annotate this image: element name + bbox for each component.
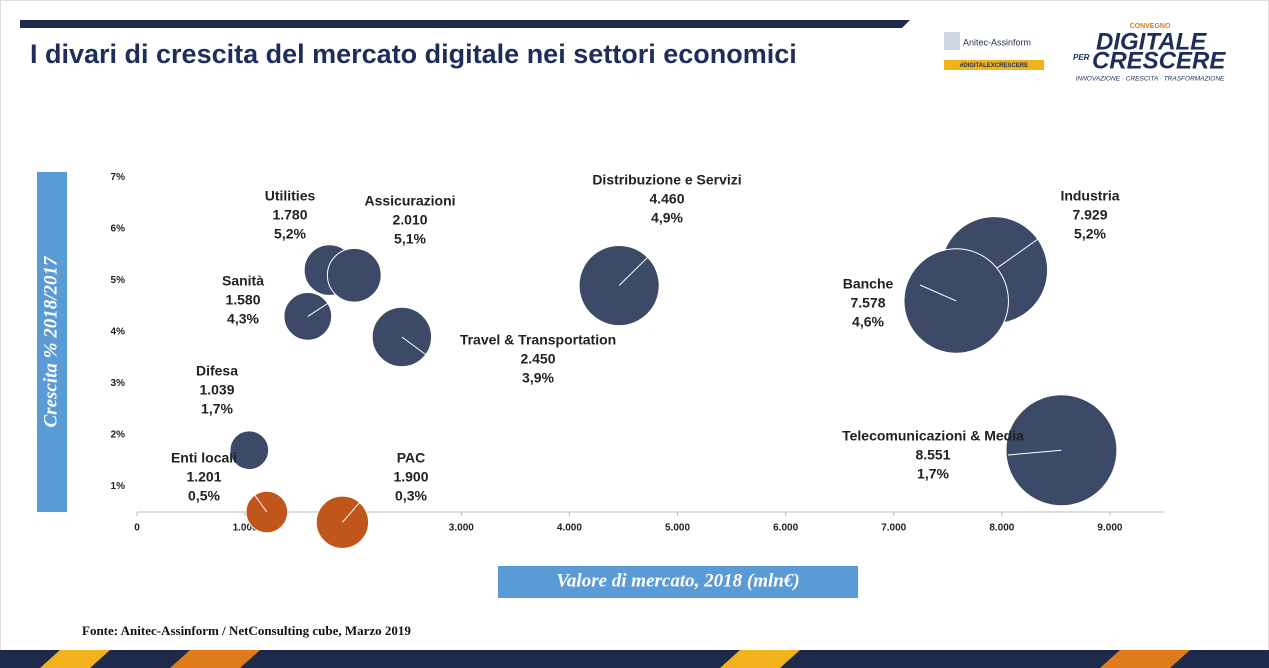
logo-line1: DIGITALE (1096, 28, 1207, 55)
bubble-x-label: 7.578 (850, 295, 885, 311)
bubble-x-label: 1.201 (186, 469, 221, 485)
bubble-name: Telecomunicazioni & Media (842, 428, 1024, 444)
bubble-name: Industria (1060, 188, 1119, 204)
leader-line (1007, 449, 1062, 456)
leader-line (618, 254, 651, 286)
bubble-value-label: 4,3% (227, 311, 259, 327)
bubble-x-label: 1.580 (225, 292, 260, 308)
logo-left: Anitec-Assinform (963, 37, 1031, 47)
y-tick-label: 7% (111, 172, 126, 183)
bubble-name: Banche (843, 276, 894, 292)
x-tick-label: 1.000 (233, 523, 258, 534)
banner-stripe (170, 650, 260, 668)
leader-line (919, 284, 957, 302)
bubble-value-label: 1,7% (917, 466, 949, 482)
logo-left-tag: #DIGITALEXCRESCERE (960, 63, 1028, 69)
banner-stripe (720, 650, 800, 668)
bubble-value-label: 3,9% (522, 370, 554, 386)
x-tick-label: 4.000 (557, 523, 582, 534)
leader-line (307, 297, 337, 317)
bubble (229, 430, 270, 471)
bubble-value-label: 5,2% (1074, 226, 1106, 242)
leader-line (342, 471, 387, 523)
x-tick-label: 7.000 (881, 523, 906, 534)
bubble-name: Enti locali (171, 450, 237, 466)
x-tick-label: 8.000 (989, 523, 1014, 534)
x-tick-label: 5.000 (665, 523, 690, 534)
logo-kicker: CONVEGNO (1130, 23, 1171, 30)
source: Fonte: Anitec-Assinform / NetConsulting … (82, 623, 411, 638)
y-tick-label: 3% (111, 378, 126, 389)
bubble-value-label: 4,6% (852, 314, 884, 330)
plot: 01.0002.0003.0004.0005.0006.0007.0008.00… (111, 172, 1164, 549)
logo-line2: CRESCERE (1092, 47, 1226, 74)
bubble-x-label: 2.010 (392, 212, 427, 228)
logo-tagline: INNOVAZIONE · CRESCITA · TRASFORMAZIONE (1076, 76, 1225, 83)
x-tick-label: 3.000 (449, 523, 474, 534)
top-bar (20, 20, 910, 28)
y-tick-label: 4% (111, 326, 126, 337)
bubble-name: Difesa (196, 363, 238, 379)
y-tick-label: 5% (111, 275, 126, 286)
bubble-value-label: 5,1% (394, 231, 426, 247)
x-tick-label: 9.000 (1097, 523, 1122, 534)
x-axis-label: Valore di mercato, 2018 (mln€) (556, 570, 799, 591)
x-tick-label: 6.000 (773, 523, 798, 534)
banner-stripe (40, 650, 110, 668)
bubble-x-label: 8.551 (915, 447, 950, 463)
bubble-value-label: 4,9% (651, 210, 683, 226)
bubble-x-label: 2.450 (520, 351, 555, 367)
x-label-box (498, 566, 858, 598)
bubble-x-label: 4.460 (649, 191, 684, 207)
bubble-x-label: 1.780 (272, 207, 307, 223)
bubble-value-label: 1,7% (201, 401, 233, 417)
y-tick-label: 2% (111, 429, 126, 440)
bubble-name: Distribuzione e Servizi (592, 172, 741, 188)
leader-line (401, 336, 441, 366)
bubble-x-label: 7.929 (1072, 207, 1107, 223)
x-tick-label: 0 (134, 523, 140, 534)
bubble-name: Travel & Transportation (460, 332, 616, 348)
leader-line (993, 221, 1063, 271)
y-label-box (37, 172, 67, 512)
bubble-value-label: 0,5% (188, 488, 220, 504)
y-axis-label: Crescita % 2018/2017 (40, 255, 61, 427)
logo-icon (944, 32, 960, 50)
bubble-x-label: 1.900 (393, 469, 428, 485)
bubble-name: Utilities (265, 188, 316, 204)
logo-tag-bg (944, 60, 1044, 70)
bubble-value-label: 0,3% (395, 488, 427, 504)
bubble (326, 247, 382, 303)
bubble (245, 490, 289, 534)
bubble-name: Sanità (222, 273, 264, 289)
y-tick-label: 6% (111, 224, 126, 235)
bubble-value-label: 5,2% (274, 226, 306, 242)
bottom-banner (0, 650, 1269, 668)
bubble-name: Assicurazioni (364, 193, 455, 209)
bubble-x-label: 1.039 (199, 382, 234, 398)
leader-line (237, 471, 268, 513)
slide-title: I divari di crescita del mercato digital… (30, 39, 797, 69)
banner-stripe (1100, 650, 1190, 668)
logo-per: PER (1073, 53, 1090, 62)
y-tick-label: 1% (111, 481, 126, 492)
bubble-name: PAC (397, 450, 426, 466)
